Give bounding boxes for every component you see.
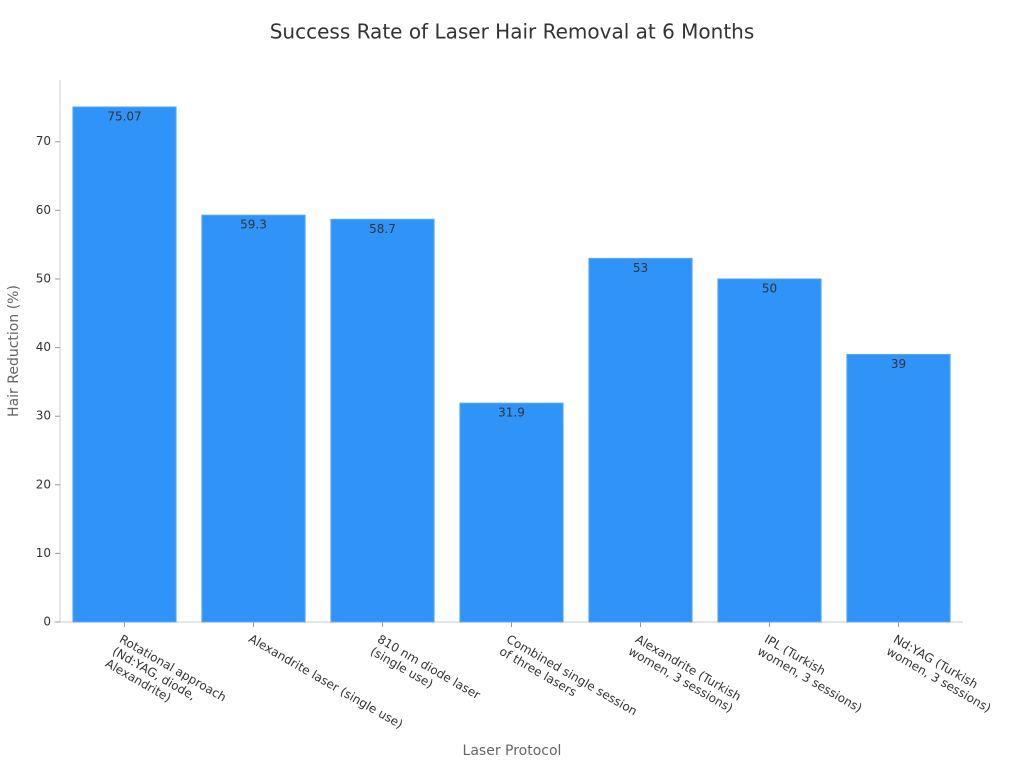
value-label: 75.07 <box>107 109 141 123</box>
bar <box>588 257 693 623</box>
x-tick-label: Rotational approach(Nd:YAG, diode,Alexan… <box>103 632 229 729</box>
x-tick-label: Combined single sessionof three lasers <box>497 632 640 731</box>
x-tick-label: Alexandrite (Turkishwomen, 3 sessions) <box>626 632 743 716</box>
x-tick-label: Nd:YAG (Turkishwomen, 3 sessions) <box>884 632 1000 715</box>
x-tick-label: IPL (Turkishwomen, 3 sessions) <box>755 632 871 715</box>
y-tick-label: 0 <box>43 615 51 629</box>
y-tick-label: 60 <box>36 203 51 217</box>
value-label: 31.9 <box>498 406 525 420</box>
bar <box>846 353 951 623</box>
x-axis-title: Laser Protocol <box>463 743 562 759</box>
y-tick-label: 30 <box>36 409 51 423</box>
x-tick-label: 810 nm diode laser(single use) <box>368 632 483 714</box>
value-label: 50 <box>762 281 777 295</box>
y-axis-title: Hair Reduction (%) <box>6 285 22 417</box>
bar <box>717 278 822 623</box>
y-tick-label: 50 <box>36 271 51 285</box>
bar <box>72 106 177 623</box>
y-tick-label: 40 <box>36 340 51 354</box>
bar <box>459 402 564 623</box>
chart-title: Success Rate of Laser Hair Removal at 6 … <box>270 20 755 44</box>
bar <box>330 218 435 623</box>
value-label: 59.3 <box>240 218 267 232</box>
value-label: 39 <box>891 357 906 371</box>
value-label: 58.7 <box>369 222 396 236</box>
y-tick-label: 70 <box>36 134 51 148</box>
y-tick-label: 10 <box>36 546 51 560</box>
bar <box>201 214 306 623</box>
value-label: 53 <box>633 261 648 275</box>
y-tick-label: 20 <box>36 477 51 491</box>
